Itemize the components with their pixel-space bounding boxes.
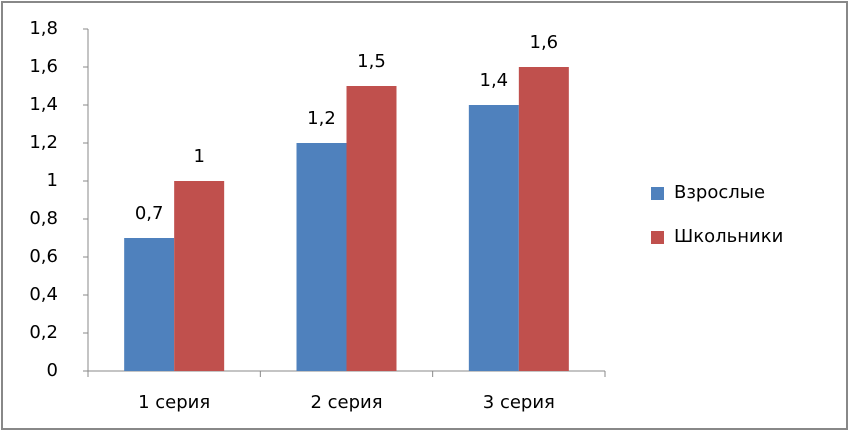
y-tick-label: 0,6 — [29, 246, 58, 267]
x-tick-label: 3 серия — [483, 392, 555, 413]
y-tick-label: 1,6 — [29, 56, 58, 77]
bar — [124, 238, 175, 371]
bar — [346, 86, 397, 371]
bar — [518, 67, 569, 371]
legend-label: Школьники — [674, 226, 783, 247]
y-tick-label: 0 — [47, 360, 58, 381]
value-label: 1 — [193, 146, 204, 167]
bar — [174, 181, 225, 371]
legend-swatch — [651, 187, 664, 200]
x-tick-label: 2 серия — [310, 392, 382, 413]
y-tick-label: 0,8 — [29, 208, 58, 229]
y-tick-label: 0,4 — [29, 284, 58, 305]
legend-label: Взрослые — [674, 182, 765, 203]
value-label: 0,7 — [135, 203, 164, 224]
y-tick-label: 0,2 — [29, 322, 58, 343]
value-label: 1,6 — [530, 32, 559, 53]
legend-swatch — [651, 231, 664, 244]
y-tick-label: 1,4 — [29, 94, 58, 115]
y-tick-label: 1,2 — [29, 132, 58, 153]
y-tick-label: 1 — [47, 170, 58, 191]
x-tick-label: 1 серия — [138, 392, 210, 413]
y-tick-label: 1,8 — [29, 18, 58, 39]
bar — [468, 105, 519, 371]
bar — [296, 143, 347, 371]
value-label: 1,5 — [357, 51, 386, 72]
value-label: 1,4 — [480, 70, 509, 91]
value-label: 1,2 — [307, 108, 336, 129]
